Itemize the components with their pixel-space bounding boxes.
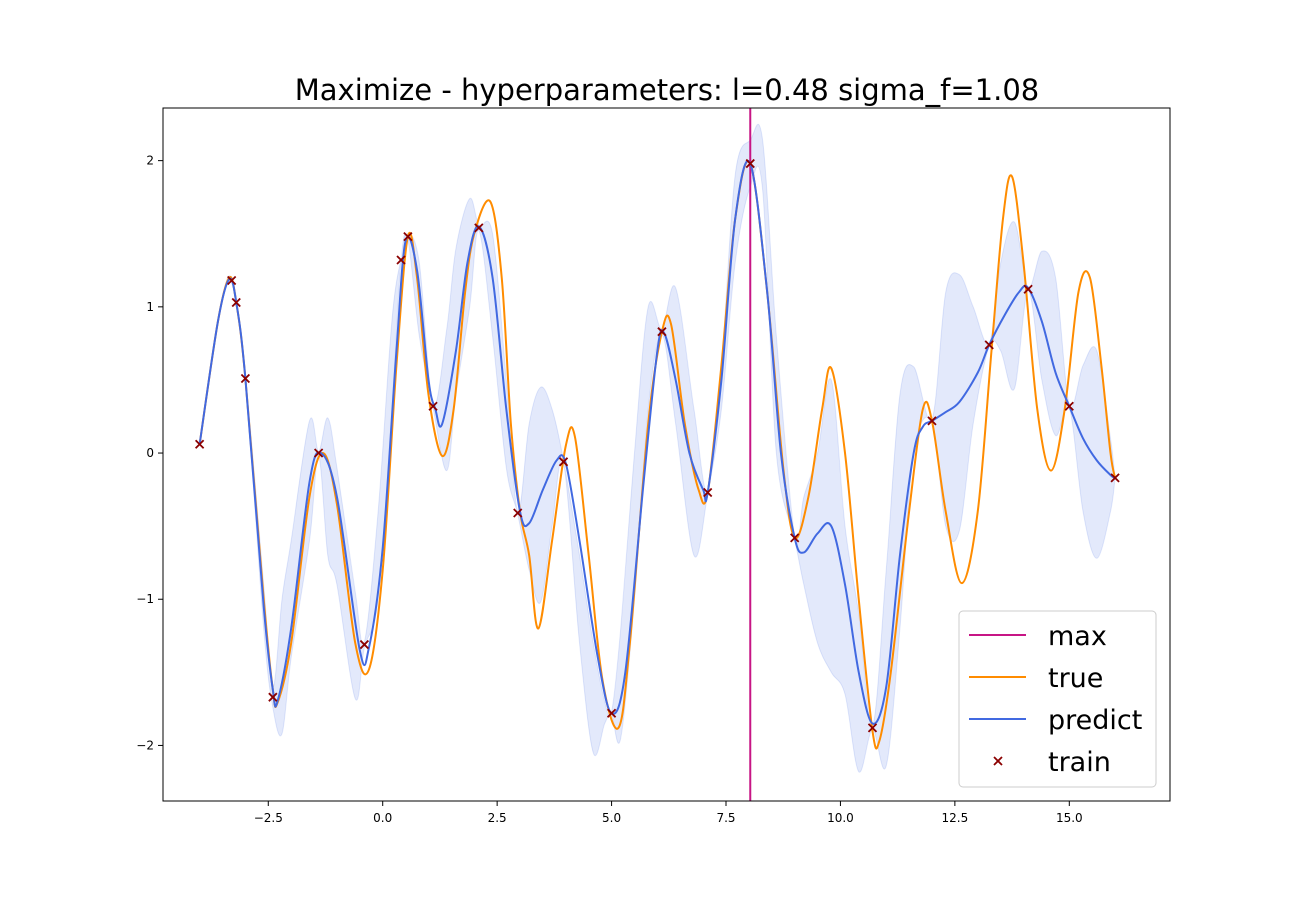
x-tick-label: 12.5 — [942, 811, 969, 825]
x-tick-label: 7.5 — [716, 811, 735, 825]
train-point — [268, 692, 278, 702]
train-point — [1110, 473, 1120, 483]
y-tick-label: −2 — [136, 738, 154, 752]
y-tick-label: 0 — [146, 446, 154, 460]
train-point — [867, 723, 878, 733]
train-markers — [194, 158, 1120, 733]
legend-item-true: true — [969, 663, 1103, 694]
series-line-predict — [198, 160, 1116, 725]
plot-frame — [162, 107, 1171, 802]
legend-item-train: train — [993, 747, 1111, 778]
x-tick-label: 15.0 — [1056, 811, 1083, 825]
train-point — [403, 232, 413, 242]
legend-item-max: max — [969, 621, 1107, 652]
train-point — [790, 533, 800, 543]
train-point — [428, 401, 438, 411]
train-point — [513, 508, 523, 518]
train-point — [558, 457, 569, 467]
confidence-band-layer — [199, 123, 1116, 773]
legend-item-predict: predict — [969, 705, 1142, 736]
y-tick-label: 1 — [146, 300, 154, 314]
train-point — [606, 708, 617, 718]
train-point — [231, 297, 241, 308]
train-point — [1023, 284, 1033, 294]
train-point — [927, 416, 937, 426]
train-point — [359, 639, 370, 650]
legend: max true predict train — [958, 610, 1157, 788]
legend-label: predict — [1048, 705, 1142, 736]
x-tick-label: 2.5 — [488, 811, 507, 825]
y-tick-label: 2 — [146, 154, 154, 168]
x-tick-label: 5.0 — [602, 811, 621, 825]
train-point — [1064, 401, 1074, 411]
chart-title: Maximize - hyperparameters: l=0.48 sigma… — [295, 73, 1040, 107]
x-axis: −2.5 0.0 2.5 5.0 7.5 10.0 12.5 15.0 — [254, 801, 1083, 825]
train-point — [396, 255, 406, 265]
train-point — [474, 223, 484, 233]
train-point — [745, 158, 755, 169]
x-tick-label: 10.0 — [827, 811, 854, 825]
train-point — [240, 373, 251, 384]
train-point — [227, 275, 237, 286]
train-point — [313, 448, 324, 458]
y-tick-label: −1 — [136, 592, 154, 606]
x-tick-label: 0.0 — [373, 811, 392, 825]
legend-label: train — [1048, 747, 1111, 778]
confidence-band — [199, 123, 1116, 773]
y-axis: −2 −1 0 1 2 — [136, 154, 163, 752]
train-point — [194, 439, 205, 449]
train-point — [703, 487, 713, 498]
train-point — [657, 327, 667, 337]
series-layer — [198, 108, 1117, 801]
train-point — [984, 340, 994, 350]
legend-label: max — [1048, 621, 1107, 652]
legend-label: true — [1048, 663, 1103, 694]
x-tick-label: −2.5 — [254, 811, 283, 825]
legend-box — [958, 610, 1157, 788]
